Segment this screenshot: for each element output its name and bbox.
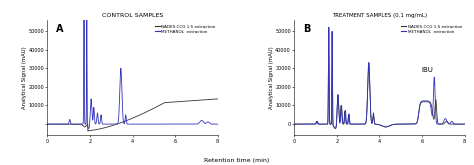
Title: TREATMENT SAMPLES (0.1 mg/mL): TREATMENT SAMPLES (0.1 mg/mL) bbox=[332, 13, 427, 18]
Y-axis label: Analytical Signal (mAU): Analytical Signal (mAU) bbox=[269, 46, 274, 109]
Title: CONTROL SAMPLES: CONTROL SAMPLES bbox=[102, 13, 163, 18]
Legend: NADES CCG 1:5 extraction, METHANOL  extraction: NADES CCG 1:5 extraction, METHANOL extra… bbox=[154, 24, 216, 34]
Text: IBU: IBU bbox=[421, 67, 433, 73]
Y-axis label: Analytical Signal (mAU): Analytical Signal (mAU) bbox=[22, 46, 27, 109]
Text: A: A bbox=[56, 24, 64, 34]
Legend: NADES CCG 1:5 extraction, METHANOL  extraction: NADES CCG 1:5 extraction, METHANOL extra… bbox=[401, 24, 463, 34]
Text: B: B bbox=[303, 24, 310, 34]
Text: Retention time (min): Retention time (min) bbox=[204, 158, 270, 163]
